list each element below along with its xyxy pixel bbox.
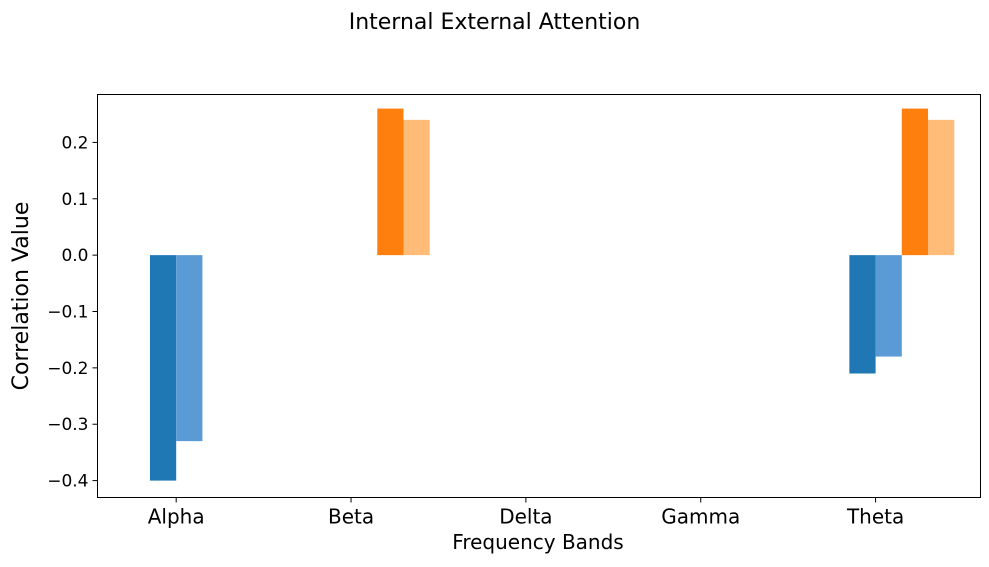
bar-theta-series-3 — [901, 108, 929, 256]
x-tick-label-delta: Delta — [499, 505, 552, 529]
bars-layer — [149, 108, 955, 481]
bar-beta-series-4 — [403, 119, 430, 256]
y-tick-label: −0.4 — [47, 472, 88, 492]
y-tick-label: −0.3 — [47, 415, 88, 435]
y-tick-label: −0.1 — [47, 303, 88, 323]
bar-theta-series-1 — [849, 255, 876, 374]
bar-beta-series-3 — [377, 108, 404, 256]
bar-alpha-series-2 — [176, 255, 203, 442]
ticks-layer: −0.4 −0.3 −0.2 −0.1 0.0 0.1 0.2 Alpha Beta Delta G… — [47, 133, 904, 528]
y-tick-label: 0.0 — [61, 246, 88, 266]
y-tick-label: 0.1 — [61, 190, 88, 210]
x-tick-label-theta: Theta — [846, 505, 904, 529]
y-axis-label: Correlation Value — [9, 202, 34, 391]
x-tick-label-beta: Beta — [328, 505, 374, 529]
x-tick-label-alpha: Alpha — [148, 505, 205, 529]
plot-area-frame — [97, 94, 981, 498]
x-tick-label-gamma: Gamma — [661, 505, 740, 529]
chart-title: Internal External Attention — [349, 10, 641, 35]
bar-alpha-series-1 — [149, 255, 177, 481]
bar-theta-series-4 — [928, 119, 955, 256]
y-tick-label: 0.2 — [61, 133, 88, 153]
y-tick-label: −0.2 — [47, 359, 88, 379]
x-axis-label: Frequency Bands — [452, 530, 623, 554]
bar-theta-series-2 — [875, 255, 902, 357]
